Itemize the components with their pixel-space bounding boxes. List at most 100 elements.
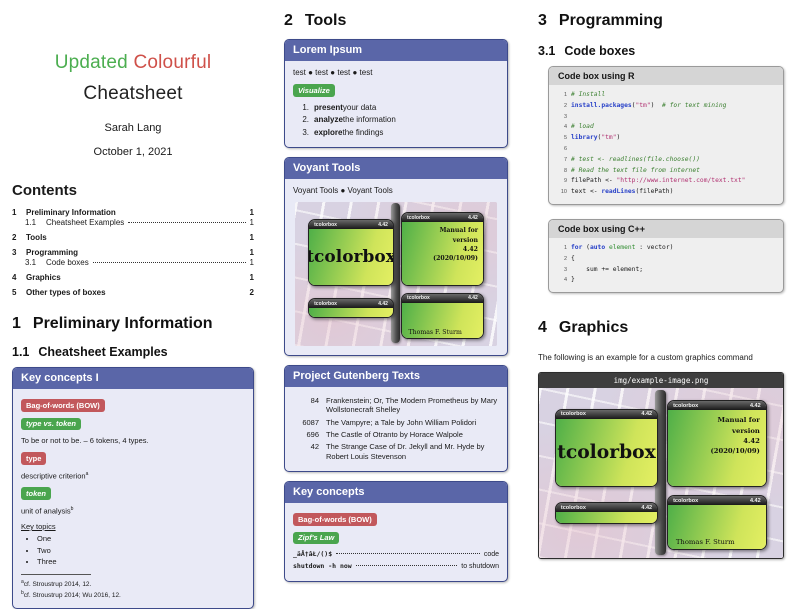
tcb-body: Manual for version 4.42 (2020/10/09) (668, 410, 766, 487)
list-item: 3. explore the findings (302, 127, 384, 137)
list-item: Two (37, 546, 245, 555)
lorem-ipsum-box: Lorem Ipsum test ● test ● test ● test Vi… (284, 39, 508, 148)
toc-entry[interactable]: 2 Tools 1 (12, 233, 254, 242)
author: Sarah Lang (104, 122, 162, 134)
tcolorbox-box-header: tcolorbox 4.42 (402, 293, 483, 303)
section-3-heading: 3 Programming (538, 12, 784, 30)
footnote-rule (21, 574, 91, 575)
section-title: Cheatsheet Examples (38, 345, 168, 359)
footnote-a: acf. Stroustrup 2014, 12. (21, 579, 245, 588)
tcb-main-label: tcolorbox (308, 247, 394, 268)
code-line: 1 # Install (563, 91, 606, 98)
section-3-1-heading: 3.1 Code boxes (538, 44, 784, 58)
tcolorbox-box-header: tcolorbox 4.42 (555, 503, 658, 513)
section-number: 1 (12, 315, 21, 332)
tcb-body: tcolorbox (308, 229, 394, 286)
badge-bow: Bag-of-words (BOW) (21, 399, 105, 412)
title-block: Updated Colourful Cheatsheet Sarah Lang … (12, 52, 254, 158)
badge-type-vs-token: type vs. token (21, 417, 82, 430)
code-line: 7 # test <- readlines(file.choose()) (563, 155, 700, 163)
code-line: 8 # Read the text file from internet (563, 166, 700, 174)
code-line: 10 text <- readLines(filePath) (560, 188, 674, 196)
date: October 1, 2021 (93, 146, 173, 158)
pole-graphic (391, 203, 401, 344)
table-row: 84 Frankenstein; Or, The Modern Prometheu… (310, 395, 498, 415)
tcb-body: Thomas F. Sturm (402, 302, 483, 339)
section-1-heading: 1 Preliminary Information (12, 315, 254, 333)
cpp-code-body: 1 for (auto element : vector) 2{3 sum += e… (549, 238, 783, 292)
code-line: 2{ (563, 254, 575, 262)
code-box-title: Code box using R (549, 67, 783, 85)
footnote-b: bcf. Stroustrup 2014; Wu 2016, 12. (21, 590, 245, 599)
tcb-header-name: tcolorbox (673, 497, 699, 504)
column-middle: 2 Tools Lorem Ipsum test ● test ● test ●… (284, 0, 508, 582)
tcb-header-version: 4.42 (378, 221, 388, 228)
badge-zipfs-law: Zipf's Law (293, 531, 340, 544)
box-title: Key concepts (285, 482, 507, 503)
dict-row: _äÅ†âŁ/()$ code (293, 550, 499, 558)
dict-list: _äÅ†âŁ/()$ code shutdown -h now to shutdown (293, 550, 499, 570)
box-body: Bag-of-words (BOW) type vs. token To be … (13, 389, 253, 608)
table-row: 696 The Castle of Otranto by Horace Walpo… (306, 429, 463, 439)
toc-entry[interactable]: 1.1 Cheatsheet Examples 1 (25, 218, 254, 227)
box-body: Voyant Tools ● Voyant Tools tcolorbox 4.… (285, 179, 507, 355)
box-title: Voyant Tools (285, 158, 507, 179)
code-line: 5 library("tm") (563, 134, 621, 142)
lorem-list: 1. present your data 2. analyze the informa… (293, 103, 499, 137)
toc-entry[interactable]: 1 Preliminary Information 1 (12, 208, 254, 217)
toc-entry[interactable]: 4 Graphics 1 (12, 273, 254, 282)
section-title: Code boxes (564, 44, 636, 58)
toc-entry[interactable]: 5 Other types of boxes 2 (12, 288, 254, 297)
tcb-body (555, 512, 658, 524)
title-word-colourful: Colourful (133, 52, 212, 73)
tcb-header-version: 4.42 (749, 402, 761, 409)
tcolorbox-author-box: tcolorbox 4.42 Thomas F. Sturm (401, 292, 484, 340)
tcolorbox-author-box: tcolorbox 4.42 Thomas F. Sturm (667, 495, 767, 550)
tcolorbox-small-box: tcolorbox 4.42 (308, 298, 394, 318)
toc-entry[interactable]: 3 Programming 1 (12, 248, 254, 257)
example-text: To be or not to be. – 6 tokens, 4 types. (21, 436, 149, 445)
table-row: 42 The Strange Case of Dr. Jekyll and Mr.… (310, 442, 485, 461)
token-definition: unit of analysisb (21, 506, 245, 516)
tcb-header-version: 4.42 (468, 295, 478, 302)
key-concepts-1-box: Key concepts I Bag-of-words (BOW) type v… (12, 367, 254, 609)
tcb-manual-label: Manual for version 4.42 (2020/10/09) (433, 227, 478, 263)
section-number: 2 (284, 12, 293, 29)
section-2-heading: 2 Tools (284, 12, 508, 30)
badge-token: token (21, 487, 52, 500)
tcb-header-version: 4.42 (378, 300, 388, 307)
badge-type: type (21, 452, 47, 465)
list-item: One (37, 534, 245, 543)
test-item-line: test ● test ● test ● test (293, 68, 373, 77)
section-number: 1.1 (12, 345, 30, 359)
section-title: Tools (304, 12, 347, 29)
tcb-header-name: tcolorbox (314, 221, 337, 228)
toc-entry[interactable]: 3.1 Code boxes 1 (25, 258, 254, 267)
r-code-box: Code box using R 1 # Install 2 install.pack… (548, 66, 784, 205)
tcb-header-name: tcolorbox (407, 214, 430, 221)
tcolorbox-box-header: tcolorbox 4.42 (555, 409, 658, 419)
page-title-line2: Cheatsheet (83, 83, 183, 104)
tcb-header-name: tcolorbox (560, 411, 586, 418)
section-4-heading: 4 Graphics (538, 319, 784, 337)
list-item: 2. analyze the information (302, 115, 396, 124)
tcb-manual-label: Manual for version 4.42 (2020/10/09) (710, 416, 760, 456)
code-line: 9 filePath <- "http://www.internet.com/te… (563, 177, 746, 185)
code-line: 4 # load (563, 123, 594, 131)
voyant-tools-box: Voyant Tools Voyant Tools ● Voyant Tools… (284, 157, 508, 356)
section-title: Preliminary Information (32, 315, 213, 332)
key-topics-heading: Key topics (21, 522, 56, 531)
tcb-header-version: 4.42 (468, 214, 478, 221)
tcb-body (309, 308, 393, 317)
code-line: 6 (563, 145, 567, 152)
section-1-1-heading: 1.1 Cheatsheet Examples (12, 345, 254, 359)
graphics-caption: The following is an example for a custom… (538, 353, 753, 363)
pole-graphic (655, 389, 667, 555)
code-line: 1 for (auto element : vector) (563, 243, 674, 251)
tcb-body: Manual for version 4.42 (2020/10/09) (402, 222, 483, 286)
table-row: 6087 The Vampyre; a Tale by John William … (302, 417, 477, 427)
column-right: 3 Programming 3.1 Code boxes Code box us… (538, 0, 784, 560)
footnote-text: cf. Stroustrup 2014, 12. (23, 581, 92, 589)
badge-visualize: Visualize (293, 84, 335, 97)
badge-bow: Bag-of-words (BOW) (293, 513, 377, 526)
